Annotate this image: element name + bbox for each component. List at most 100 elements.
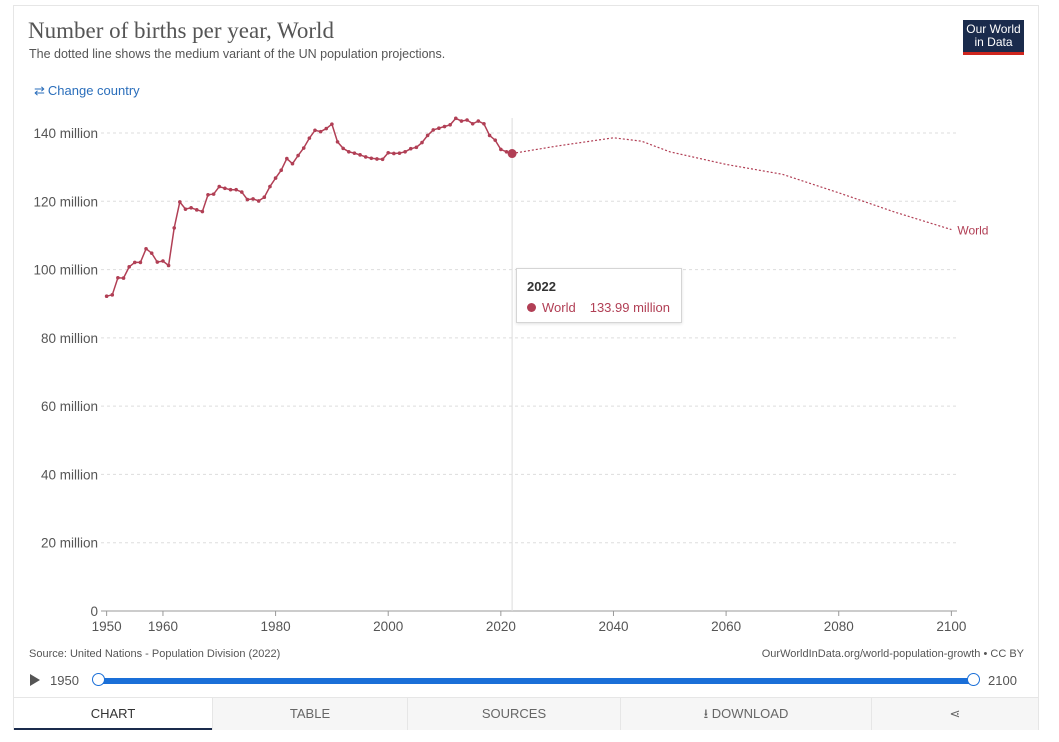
y-tick-label: 0 <box>90 604 98 619</box>
owid-logo[interactable]: Our World in Data <box>963 20 1024 55</box>
gridlines <box>101 132 957 544</box>
x-tick-label: 2100 <box>936 619 966 634</box>
data-point <box>138 260 143 265</box>
tooltip-row: World 133.99 million <box>527 300 670 315</box>
data-point <box>161 259 165 263</box>
timeline-start-handle[interactable] <box>92 673 105 686</box>
data-point <box>144 246 148 251</box>
y-tick-label: 60 million <box>41 399 98 414</box>
data-point <box>352 151 357 155</box>
data-point <box>380 157 385 162</box>
data-point <box>155 260 160 264</box>
data-point <box>482 121 486 126</box>
data-point <box>200 209 205 214</box>
data-point <box>149 251 154 255</box>
y-axis-ticks: 0 20 million 40 million 60 million 80 millio… <box>33 126 98 619</box>
x-tick-label: 1950 <box>92 619 122 634</box>
share-button[interactable]: ⋖ <box>871 698 1038 730</box>
x-tick-label: 1980 <box>261 619 291 634</box>
data-point <box>341 146 345 151</box>
data-point <box>290 161 295 166</box>
download-icon: ⭳ <box>703 706 712 721</box>
data-point <box>245 197 250 202</box>
data-point <box>121 276 126 280</box>
data-point <box>330 122 334 126</box>
data-point <box>251 197 255 201</box>
data-point <box>453 116 458 121</box>
source-url[interactable]: OurWorldInData.org/world-population-grow… <box>761 648 1024 660</box>
data-point <box>392 151 396 156</box>
data-point <box>324 126 329 131</box>
tab-download[interactable]: ⭳ DOWNLOAD <box>620 698 871 730</box>
data-point <box>476 119 481 123</box>
x-tick-label: 2020 <box>486 619 516 634</box>
highlight-point <box>507 149 517 159</box>
data-point <box>425 133 430 138</box>
y-tick-label: 100 million <box>33 263 98 278</box>
data-point <box>437 126 441 131</box>
tooltip-year: 2022 <box>527 279 556 294</box>
timeline-track[interactable] <box>98 678 974 684</box>
chart-frame <box>13 5 1039 730</box>
data-point <box>499 147 503 152</box>
data-point <box>346 149 351 154</box>
data-point <box>307 136 312 140</box>
data-point <box>386 151 391 155</box>
data-point <box>132 260 137 265</box>
x-tick-label: 2060 <box>711 619 741 634</box>
data-point <box>234 187 238 192</box>
y-tick-label: 20 million <box>41 536 98 551</box>
x-axis: 1950 1960 1980 2000 2020 2040 2060 2080 2100 <box>92 610 966 634</box>
data-point <box>403 149 407 154</box>
timeline-end-label: 2100 <box>988 673 1017 688</box>
tab-chart[interactable]: CHART <box>14 698 212 730</box>
tooltip-series: World <box>542 300 576 315</box>
data-point <box>363 155 368 159</box>
swap-arrows-icon: ⇄ <box>34 83 45 98</box>
data-point <box>256 199 261 203</box>
data-point <box>335 140 340 144</box>
tab-table[interactable]: TABLE <box>212 698 407 730</box>
data-point <box>420 140 424 145</box>
tab-download-label: DOWNLOAD <box>711 706 789 721</box>
share-icon: ⋖ <box>949 706 961 721</box>
data-point <box>189 205 193 210</box>
tooltip: 2022 World 133.99 million <box>516 268 682 323</box>
change-country-button[interactable]: ⇄ Change country <box>34 83 140 99</box>
data-point <box>375 157 379 161</box>
data-point <box>493 138 498 142</box>
data-point <box>273 176 278 180</box>
timeline-end-handle[interactable] <box>967 673 980 686</box>
series-layer: World <box>104 116 988 299</box>
series-end-label: World <box>957 224 988 238</box>
data-point <box>442 124 447 129</box>
data-point <box>279 168 284 173</box>
data-point <box>110 293 115 297</box>
data-point <box>194 208 199 212</box>
data-point <box>183 207 188 211</box>
data-point <box>431 128 436 132</box>
y-tick-label: 80 million <box>41 331 98 346</box>
data-point <box>296 153 300 158</box>
data-point <box>206 192 210 197</box>
tab-sources[interactable]: SOURCES <box>407 698 620 730</box>
tooltip-series-dot <box>527 303 536 312</box>
change-country-label: Change country <box>47 83 140 98</box>
data-point <box>397 151 402 155</box>
chart-title: Number of births per year, World <box>28 18 334 43</box>
data-point <box>228 187 233 192</box>
data-point <box>127 265 131 269</box>
data-point <box>504 149 509 154</box>
data-point <box>211 192 216 196</box>
source-note[interactable]: Source: United Nations - Population Divi… <box>29 648 281 660</box>
data-point <box>487 133 492 138</box>
data-point <box>166 263 171 268</box>
data-point <box>116 275 120 280</box>
data-point <box>313 128 317 133</box>
play-icon[interactable] <box>30 674 40 686</box>
logo-line-2: in Data <box>974 35 1013 49</box>
data-point <box>414 145 419 150</box>
y-tick-label: 120 million <box>33 194 98 209</box>
data-point <box>470 121 475 126</box>
